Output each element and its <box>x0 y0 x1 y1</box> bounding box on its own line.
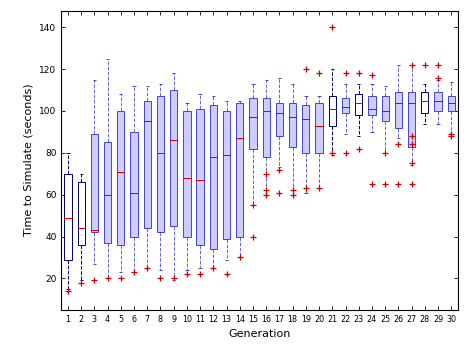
Bar <box>91 134 98 232</box>
Bar <box>183 111 191 237</box>
Bar <box>447 96 455 111</box>
Bar <box>157 96 164 232</box>
Bar <box>421 92 429 113</box>
Bar <box>262 99 270 157</box>
Y-axis label: Time to Simulate (seconds): Time to Simulate (seconds) <box>24 84 34 237</box>
Bar <box>196 109 204 245</box>
Bar <box>368 96 376 115</box>
Bar <box>276 103 283 136</box>
Bar <box>434 92 442 111</box>
Bar <box>289 103 296 146</box>
Bar <box>170 90 177 226</box>
Bar <box>342 99 349 113</box>
X-axis label: Generation: Generation <box>228 329 291 339</box>
Bar <box>381 96 389 121</box>
Bar <box>104 142 111 243</box>
Bar <box>315 103 323 153</box>
Bar <box>329 96 336 126</box>
Bar <box>302 105 310 153</box>
Bar <box>355 94 362 115</box>
Bar <box>117 111 125 245</box>
Bar <box>236 103 244 237</box>
Bar <box>64 174 72 259</box>
Bar <box>143 101 151 228</box>
Bar <box>77 182 85 245</box>
Bar <box>249 99 257 149</box>
Bar <box>130 132 138 237</box>
Bar <box>210 105 217 249</box>
Bar <box>223 111 230 239</box>
Bar <box>395 92 402 128</box>
Bar <box>408 92 415 146</box>
